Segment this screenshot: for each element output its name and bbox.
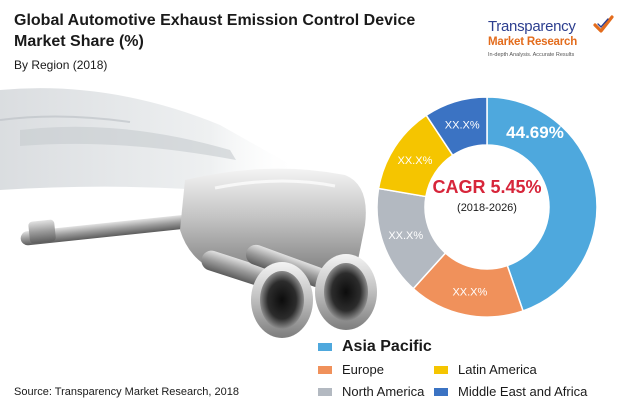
- data-label-middle-east-africa: XX.X%: [445, 120, 480, 132]
- company-logo: Transparency Market Research In-depth An…: [488, 14, 614, 64]
- legend-item-middle-east-africa: Middle East and Africa: [434, 384, 587, 399]
- legend-swatch: [434, 365, 448, 374]
- legend-label: Asia Pacific: [342, 338, 432, 355]
- source-note: Source: Transparency Market Research, 20…: [14, 386, 240, 398]
- donut-center: [425, 145, 549, 269]
- car-silhouette: [0, 88, 300, 200]
- data-label-asia-pacific: 44.69%: [506, 123, 564, 142]
- legend-item-asia-pacific: Asia Pacific: [318, 338, 432, 356]
- chart-subtitle: By Region (2018): [14, 58, 108, 72]
- legend-label: Middle East and Africa: [458, 384, 588, 399]
- legend-label: Latin America: [458, 362, 537, 377]
- chart-title: Global Automotive Exhaust Emission Contr…: [14, 12, 416, 50]
- legend-swatch: [318, 343, 332, 351]
- legend-item-latin-america: Latin America: [434, 362, 537, 377]
- legend: Asia Pacific Europe Latin America North …: [318, 334, 618, 418]
- data-label-latin-america: XX.X%: [398, 155, 433, 167]
- cagr-period-label: (2018-2026): [457, 202, 517, 214]
- legend-label: Europe: [342, 362, 384, 377]
- legend-label: North America: [342, 384, 425, 399]
- legend-swatch: [318, 387, 332, 396]
- data-label-europe: XX.X%: [452, 286, 487, 298]
- checkmark-icon: [593, 15, 614, 33]
- cagr-label: CAGR 5.45%: [432, 177, 541, 197]
- logo-brand-line1: Transparency: [488, 18, 576, 35]
- exhaust-muffler: [20, 168, 377, 338]
- logo-brand-line2: Market Research: [488, 36, 578, 48]
- logo-tagline: In-depth Analysis. Accurate Results: [488, 52, 575, 58]
- legend-swatch: [434, 387, 448, 396]
- legend-swatch: [318, 365, 332, 374]
- legend-item-europe: Europe: [318, 362, 384, 377]
- legend-item-north-america: North America: [318, 384, 424, 399]
- data-label-north-america: XX.X%: [388, 230, 423, 242]
